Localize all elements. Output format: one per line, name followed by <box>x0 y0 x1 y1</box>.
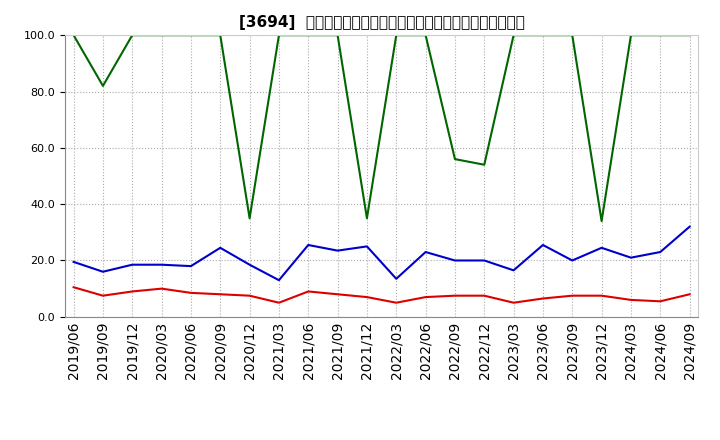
Title: [3694]  売上債権回転率、買入債務回転率、在庫回転率の推移: [3694] 売上債権回転率、買入債務回転率、在庫回転率の推移 <box>238 15 525 30</box>
